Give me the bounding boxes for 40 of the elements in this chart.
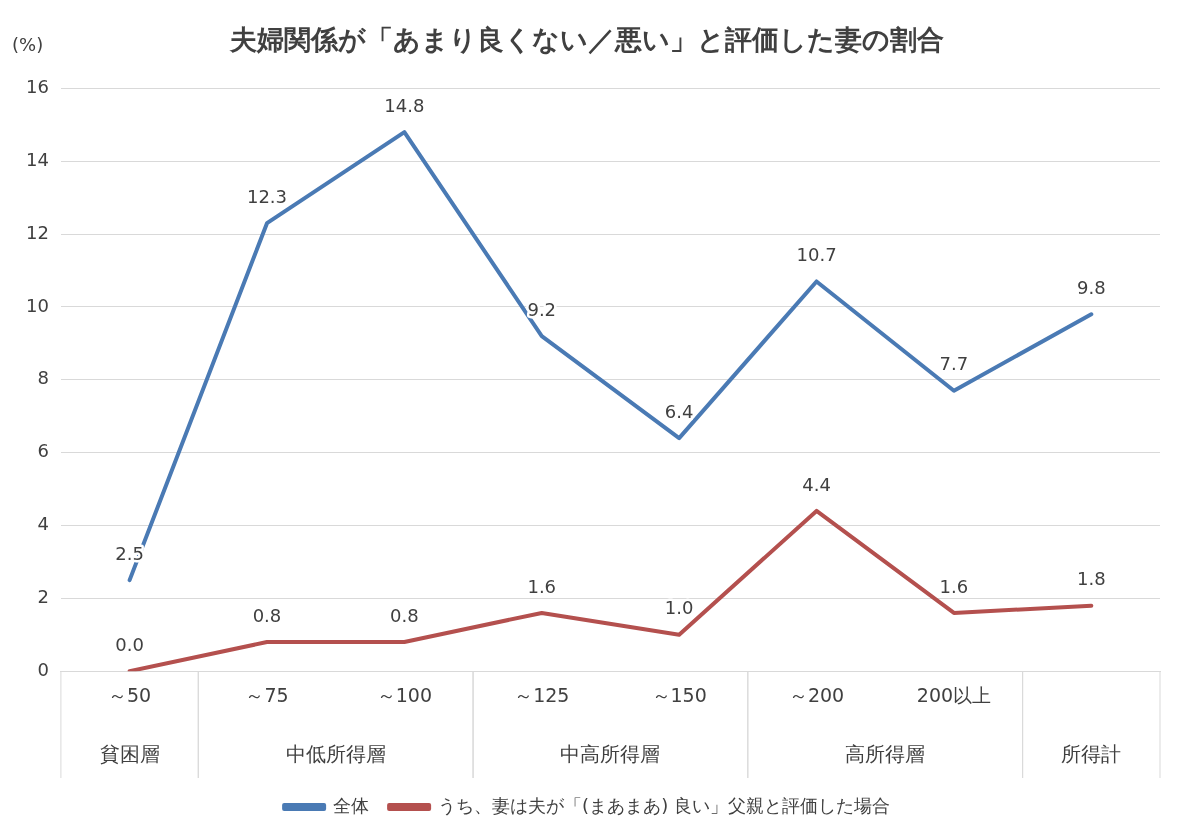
data-label: 12.3 <box>246 185 288 207</box>
legend-label: 全体 <box>333 794 370 816</box>
data-label: 10.7 <box>796 244 837 266</box>
y-axis-title: (%) <box>12 33 44 55</box>
chart-title: 夫婦関係が「あまり良くない／悪い」と評価した妻の割合 <box>229 24 944 56</box>
y-tick-label: 6 <box>37 440 49 462</box>
data-label: 4.4 <box>802 473 831 495</box>
x-tick-label: ～75 <box>245 683 289 706</box>
data-label: 0.8 <box>390 604 419 626</box>
data-label: 7.7 <box>939 353 969 375</box>
data-label: 1.8 <box>1076 568 1106 590</box>
y-tick-label: 8 <box>37 367 49 389</box>
text: 中高所得層 <box>560 742 661 767</box>
data-label: 9.2 <box>527 298 557 320</box>
data-label: 14.8 <box>384 94 425 116</box>
x-tick-label: ～150 <box>651 683 707 706</box>
text: 所得計 <box>1061 742 1122 767</box>
y-tick-label: 10 <box>26 294 49 316</box>
y-tick-label: 4 <box>37 513 49 535</box>
y-tick-label: 0 <box>37 658 49 680</box>
x-tick-label: 200以上 <box>916 683 992 706</box>
x-tick-label: ～125 <box>514 683 570 706</box>
y-tick-label: 12 <box>26 221 49 243</box>
y-tick-label: 16 <box>26 76 49 98</box>
x-tick-label: ～200 <box>788 683 845 706</box>
data-label: 0.8 <box>252 604 282 626</box>
text: 中低所得層 <box>285 742 386 767</box>
y-tick-label: 14 <box>26 148 49 170</box>
text: 貧困層 <box>99 742 160 767</box>
x-tick-label: ～100 <box>376 683 432 706</box>
text: 高所得層 <box>845 742 926 767</box>
data-label: 1.6 <box>939 575 969 597</box>
data-label: 0.0 <box>115 633 144 655</box>
y-tick-label: 2 <box>37 586 49 608</box>
data-label: 6.4 <box>664 400 694 422</box>
data-label: 1.6 <box>527 575 557 597</box>
legend-label: うち、妻は夫が「(まあまあ) 良い」父親と評価した場合 <box>438 794 890 816</box>
x-tick-label: ～50 <box>108 683 152 706</box>
data-label: 9.8 <box>1076 276 1106 298</box>
data-label: 1.0 <box>664 597 694 619</box>
